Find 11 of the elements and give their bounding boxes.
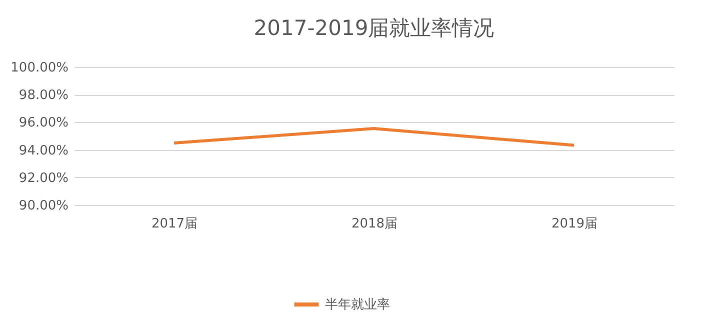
y-tick-label: 98.00% [18,88,68,104]
y-tick-label: 100.00% [10,60,68,76]
y-tick-label: 94.00% [18,143,68,158]
x-tick-label: 2019届 [551,216,598,232]
y-tick-label: 96.00% [18,116,68,131]
chart-title: 2017-2019届就业率情况 [254,16,494,40]
x-tick-label: 2017届 [151,216,198,232]
legend-label: 半年就业率 [325,296,390,312]
x-tick-label: 2018届 [351,216,398,232]
y-tick-label: 92.00% [18,170,68,186]
y-tick-label: 90.00% [18,198,68,214]
